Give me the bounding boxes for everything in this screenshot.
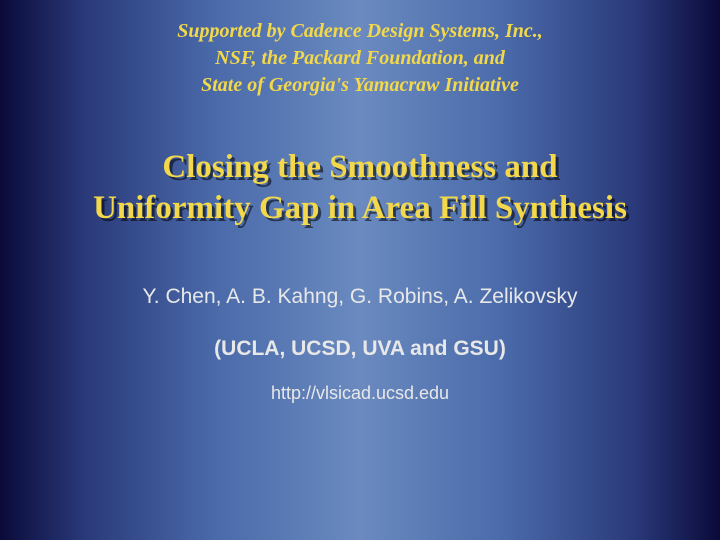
affiliations-line: (UCLA, UCSD, UVA and GSU): [0, 337, 720, 361]
support-line-1: Supported by Cadence Design Systems, Inc…: [0, 18, 720, 45]
support-line-2: NSF, the Packard Foundation, and: [0, 45, 720, 72]
title-text: Closing the Smoothness and Uniformity Ga…: [0, 147, 720, 230]
support-line-3: State of Georgia's Yamacraw Initiative: [0, 72, 720, 99]
support-block: Supported by Cadence Design Systems, Inc…: [0, 0, 720, 99]
title-block: Closing the Smoothness and Uniformity Ga…: [0, 147, 720, 230]
authors-line: Y. Chen, A. B. Kahng, G. Robins, A. Zeli…: [0, 285, 720, 309]
url-line: http://vlsicad.ucsd.edu: [0, 383, 720, 404]
